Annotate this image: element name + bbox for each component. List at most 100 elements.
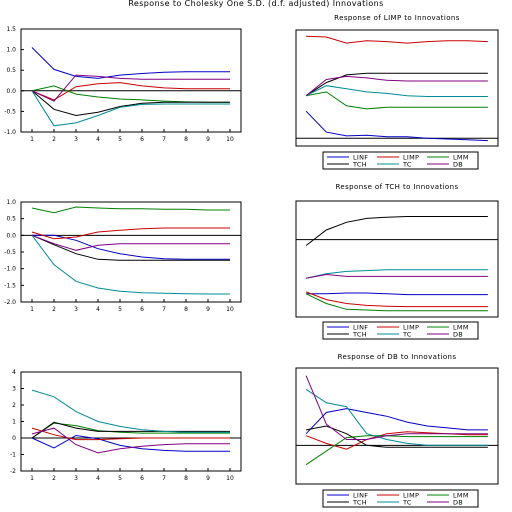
legend-label-lmm: LMM — [453, 154, 469, 162]
series-line-limp — [305, 291, 488, 308]
x-tick-label: 7 — [162, 136, 166, 143]
series-line-tch — [31, 421, 230, 439]
x-tick-label: 7 — [162, 475, 166, 482]
series-line-tc — [305, 269, 488, 279]
series-line-tc — [31, 90, 230, 127]
x-tick-label: 9 — [206, 475, 210, 482]
series-line-lmm — [31, 206, 230, 214]
x-tick-label: 1 — [30, 475, 34, 482]
y-tick-label: -1.0 — [4, 129, 16, 136]
x-tick-label: 10 — [226, 475, 234, 482]
x-tick-label: 2 — [52, 306, 56, 313]
series-line-tch — [31, 90, 230, 117]
y-tick-label: -1.0 — [4, 266, 16, 273]
y-tick-label: -2 — [10, 468, 16, 475]
legend-3: LINF LIMP LMM TCH TC DB — [322, 489, 479, 508]
series-line-limp — [306, 35, 488, 44]
x-tick-label: 6 — [140, 475, 144, 482]
x-tick-label: 3 — [74, 136, 78, 143]
legend-label-tch: TCH — [352, 331, 367, 339]
series-line-lmm — [305, 293, 488, 312]
series-line-tc — [305, 388, 488, 446]
series-line-linf — [305, 408, 488, 435]
x-tick-label: 3 — [74, 475, 78, 482]
y-tick-label: 1.0 — [6, 199, 16, 206]
x-tick-label: 1 — [30, 136, 34, 143]
plot-frame — [20, 28, 242, 133]
legend-1: LINF LIMP LMM TCH TC DB — [322, 151, 479, 170]
plot-frame — [20, 371, 242, 472]
legend-label-tch: TCH — [352, 161, 367, 169]
y-tick-label: 3 — [12, 386, 16, 393]
series-line-limp — [31, 227, 230, 240]
x-tick-label: 8 — [184, 306, 188, 313]
panel-2: Response of LIMP to Innovations — [295, 14, 499, 147]
y-tick-label: -0.5 — [4, 249, 16, 256]
series-line-db — [31, 234, 230, 251]
series-line-tch — [305, 72, 488, 97]
series-line-db — [31, 427, 230, 454]
y-tick-label: 0.0 — [6, 88, 16, 95]
x-tick-label: 1 — [30, 306, 34, 313]
series-line-db — [305, 75, 488, 97]
panel-1: 1.5 1.0 0.5 0.0 -0.5 -1.0 1 2 3 4 5 6 7 8 9 10 — [4, 26, 242, 143]
series-line-lmm — [306, 91, 488, 110]
legend-box — [322, 321, 479, 340]
x-tick-label: 10 — [226, 306, 234, 313]
legend-label-limp: LIMP — [403, 154, 419, 162]
x-tick-label: 7 — [162, 306, 166, 313]
series-line-lmm — [305, 435, 488, 466]
series-line-linf — [306, 292, 488, 296]
x-tick-label: 2 — [52, 136, 56, 143]
y-tick-label: 0.5 — [6, 67, 16, 74]
x-tick-label: 4 — [96, 306, 100, 313]
legend-label-linf: LINF — [353, 324, 368, 332]
series-line-tch — [306, 425, 488, 448]
y-tick-label: 1.5 — [6, 26, 16, 33]
legend-label-linf: LINF — [353, 492, 368, 500]
panel-4: Response of TCH to Innovations — [295, 183, 499, 318]
legend-box — [322, 489, 479, 508]
x-tick-label: 4 — [96, 475, 100, 482]
x-tick-label: 5 — [118, 475, 122, 482]
legend-label-linf: LINF — [353, 154, 368, 162]
y-tick-label: 1 — [12, 419, 16, 426]
legend-label-tch: TCH — [352, 499, 367, 507]
x-tick-label: 5 — [118, 136, 122, 143]
series-line-db — [31, 74, 230, 102]
y-tick-label: 4 — [12, 369, 16, 376]
legend-label-tc: TC — [402, 331, 412, 339]
series-line-limp — [31, 82, 230, 101]
x-tick-label: 6 — [140, 306, 144, 313]
panel-title: Response of DB to Innovations — [338, 353, 457, 361]
legend-label-db: DB — [453, 161, 463, 169]
series-line-tch — [305, 216, 488, 246]
y-tick-label: 0.0 — [6, 232, 16, 239]
legend-label-limp: LIMP — [403, 492, 419, 500]
legend-label-tc: TC — [402, 499, 412, 507]
legend-label-limp: LIMP — [403, 324, 419, 332]
panel-title: Response of LIMP to Innovations — [334, 14, 460, 22]
y-tick-label: -1.5 — [4, 282, 16, 289]
y-tick-label: -2.0 — [4, 299, 16, 306]
x-tick-label: 3 — [74, 306, 78, 313]
x-tick-label: 8 — [184, 475, 188, 482]
series-line-lmm — [31, 422, 230, 439]
series-line-tc — [305, 85, 488, 97]
x-tick-label: 5 — [118, 306, 122, 313]
x-tick-label: 6 — [140, 136, 144, 143]
x-tick-label: 8 — [184, 136, 188, 143]
x-tick-label: 9 — [206, 306, 210, 313]
series-line-linf — [305, 110, 488, 142]
legend-label-db: DB — [453, 499, 463, 507]
plot-frame — [295, 367, 499, 485]
panel-6: Response of DB to Innovations — [295, 353, 499, 485]
panel-title: Response of TCH to Innovations — [335, 183, 458, 191]
panels: 1.51.00.50.0-0.5-1.01 2 3 4 5 6 7 8 9 10Response … — [4, 14, 499, 508]
y-tick-label: 0 — [12, 435, 16, 442]
series-line-tc — [31, 389, 230, 433]
plot-frame — [295, 200, 499, 318]
series-line-tch — [31, 234, 230, 261]
x-tick-label: 2 — [52, 475, 56, 482]
